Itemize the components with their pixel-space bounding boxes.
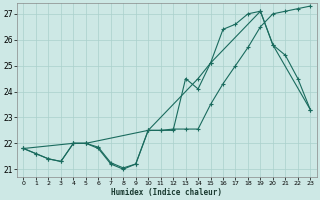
X-axis label: Humidex (Indice chaleur): Humidex (Indice chaleur) <box>111 188 222 197</box>
